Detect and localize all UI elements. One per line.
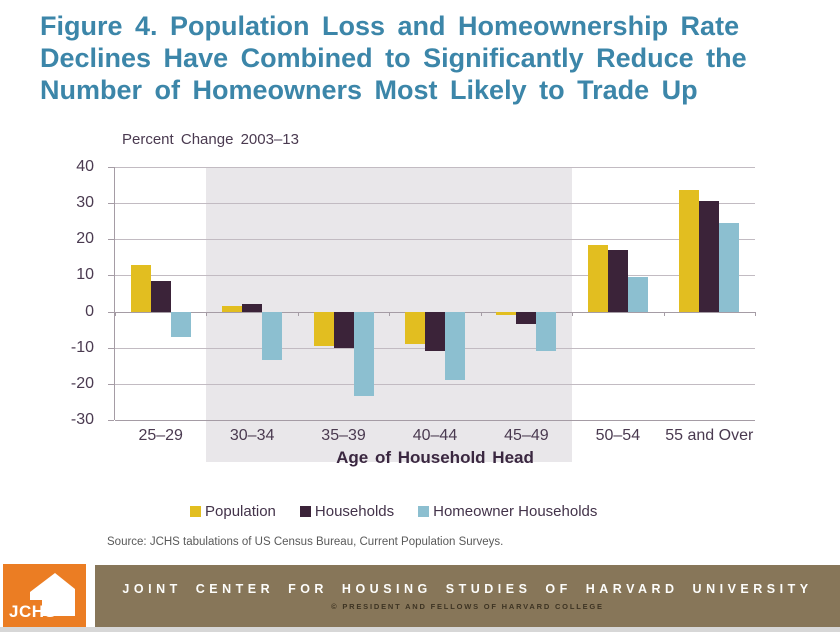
y-axis-line <box>114 167 115 420</box>
bar-population <box>405 311 425 345</box>
legend-item: Population <box>190 503 276 520</box>
x-axis-tick <box>206 311 208 316</box>
footer-band: JOINT CENTER FOR HOUSING STUDIES OF HARV… <box>95 565 840 627</box>
legend-item: Homeowner Households <box>418 503 597 520</box>
gridline <box>115 167 755 168</box>
figure-title: Figure 4. Population Loss and Homeowners… <box>40 10 800 106</box>
y-axis-tick-label: 40 <box>76 158 94 175</box>
x-axis-category-label: 55 and Over <box>665 427 754 444</box>
x-axis-category-label: 50–54 <box>595 427 641 444</box>
figure-title-line-3: Number of Homeowners Most Likely to Trad… <box>40 75 698 105</box>
bar-households <box>242 304 263 312</box>
x-axis-title: Age of Household Head <box>336 448 534 467</box>
y-axis-tick-label: -30 <box>70 411 94 428</box>
x-axis-tick <box>572 311 574 316</box>
y-axis-tick-label: -10 <box>70 338 94 356</box>
y-axis-unit-label: Percent Change 2003–13 <box>122 131 299 148</box>
figure-title-line-2: Declines Have Combined to Significantly … <box>40 43 747 73</box>
y-axis-tick-label: 30 <box>76 194 94 212</box>
bar-population <box>130 264 151 312</box>
y-axis-tick-label: -20 <box>70 374 94 392</box>
x-axis-tick <box>389 311 391 316</box>
bar-households <box>150 280 171 312</box>
y-axis-tick <box>108 347 114 349</box>
y-axis-tick <box>108 203 114 205</box>
house-icon <box>27 571 77 622</box>
y-axis-tick-label: 0 <box>85 302 94 320</box>
bar-homeowner-households <box>353 311 374 397</box>
y-axis-tick-label: 10 <box>76 266 94 284</box>
x-axis-tick <box>115 311 116 316</box>
bar-homeowner-households <box>719 223 740 312</box>
y-axis-tick <box>108 239 114 241</box>
footer-bottom-strip <box>0 627 840 632</box>
legend-label: Population <box>205 503 276 520</box>
legend-swatch-population <box>190 506 201 517</box>
gridline <box>115 203 755 205</box>
gridline <box>115 383 755 385</box>
bar-households <box>333 311 354 348</box>
legend: Population Households Homeowner Households <box>190 503 597 520</box>
gridline <box>115 239 755 241</box>
bar-population <box>496 311 517 316</box>
bar-population <box>313 311 334 346</box>
y-axis-tick <box>108 383 114 385</box>
jchs-logo: JCHS <box>3 564 86 629</box>
bar-households <box>699 201 720 312</box>
bar-homeowner-households <box>445 311 465 381</box>
bar-households <box>516 311 537 325</box>
legend-label: Homeowner Households <box>433 503 598 520</box>
logo-text: JCHS <box>9 602 57 621</box>
footer-copyright: © PRESIDENT AND FELLOWS OF HARVARD COLLE… <box>331 602 604 611</box>
legend-item: Households <box>299 503 395 520</box>
bar-population <box>587 244 608 312</box>
bar-households <box>607 250 628 312</box>
legend-label: Households <box>314 503 395 520</box>
y-axis-tick <box>108 167 114 168</box>
gridline <box>115 420 755 421</box>
x-axis-category-label: 25–29 <box>138 427 183 444</box>
bar-homeowner-households <box>170 311 191 337</box>
bar-households <box>425 311 445 352</box>
figure-title-line-1: Figure 4. Population Loss and Homeowners… <box>40 11 740 41</box>
x-axis-category-label: 45–49 <box>504 427 549 444</box>
y-axis-tick-label: 20 <box>76 230 94 248</box>
footer-organization-name: JOINT CENTER FOR HOUSING STUDIES OF HARV… <box>122 582 813 596</box>
y-axis-labels: 40 30 20 10 0 -10 -20 -30 <box>56 158 104 428</box>
legend-swatch-households <box>299 506 311 517</box>
bar-homeowner-households <box>536 311 557 352</box>
x-axis-tick <box>755 311 756 316</box>
bar-homeowner-households <box>262 311 283 361</box>
gridline <box>115 275 755 277</box>
y-axis-tick <box>108 420 114 421</box>
x-axis-category-label: 30–34 <box>229 427 275 444</box>
x-axis-tick <box>297 311 299 316</box>
x-axis-category-label: 35–39 <box>321 427 366 444</box>
x-axis-tick <box>480 311 482 316</box>
x-axis-category-label: 40–44 <box>412 427 458 444</box>
legend-swatch-homeowner-households <box>418 506 430 517</box>
bar-homeowner-households <box>627 277 648 312</box>
y-axis-tick <box>108 311 114 313</box>
plot-area: 25–29 30–34 35–39 40–44 45–49 50–54 55 and Ove… <box>108 167 756 462</box>
source-note: Source: JCHS tabulations of US Census Bu… <box>107 536 504 548</box>
x-axis-tick <box>663 311 665 316</box>
bar-population <box>222 306 243 312</box>
y-axis-tick <box>108 275 114 277</box>
bar-population <box>679 190 700 312</box>
